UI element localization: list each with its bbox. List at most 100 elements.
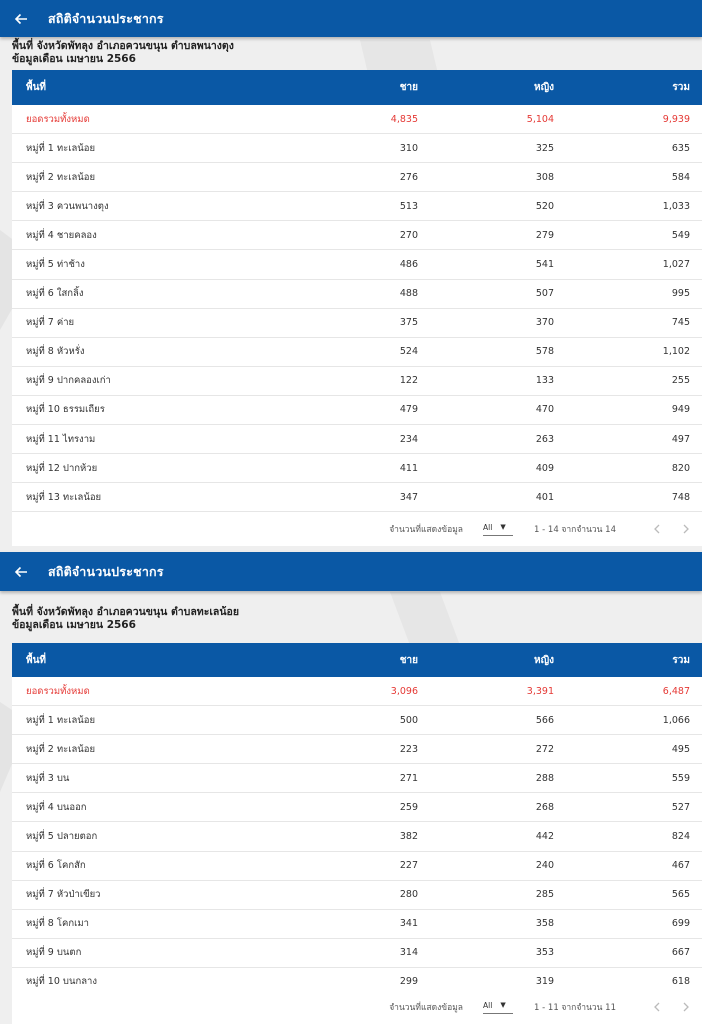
- cell-area: หมู่ที่ 3 บน: [26, 772, 70, 784]
- header-total[interactable]: รวม: [672, 82, 690, 93]
- cell-female: 272: [535, 743, 554, 755]
- chevron-left-icon[interactable]: [649, 999, 665, 1015]
- cell-total: 559: [671, 772, 690, 784]
- table-row: หมู่ที่ 8 โคกเมา 341 358 699: [12, 910, 702, 939]
- cell-female: 240: [535, 860, 554, 872]
- chevron-left-icon[interactable]: [649, 521, 665, 537]
- cell-total: 635: [671, 142, 690, 154]
- chevron-right-icon[interactable]: [678, 999, 694, 1015]
- cell-male: 122: [399, 375, 418, 387]
- area-line: พื้นที่ จังหวัดพัทลุง อำเภอควนขนุน ตำบลพ…: [12, 40, 234, 52]
- table-header: พื้นที่ ชาย หญิง รวม: [12, 70, 702, 105]
- cell-male: 500: [399, 714, 418, 726]
- table-row: หมู่ที่ 3 บน 271 288 559: [12, 764, 702, 794]
- cell-area: หมู่ที่ 4 บนออก: [26, 801, 87, 813]
- cell-total: 824: [671, 831, 690, 843]
- table-row: หมู่ที่ 7 หัวป่าเขียว 280 285 565: [12, 881, 702, 910]
- cell-female: 288: [535, 772, 554, 784]
- cell-male: 486: [399, 259, 418, 271]
- cell-area: หมู่ที่ 6 ใสกลิ้ง: [26, 288, 84, 300]
- app-bar: สถิติจำนวนประชากร: [0, 0, 702, 37]
- cell-female: 268: [535, 801, 554, 813]
- cell-total: 1,027: [662, 259, 690, 271]
- cell-female: 285: [535, 889, 554, 901]
- cell-area: ยอดรวมทั้งหมด: [26, 685, 90, 697]
- cell-area: หมู่ที่ 10 บนกลาง: [26, 976, 97, 988]
- rows-per-page-value: All: [483, 522, 493, 532]
- cell-male: 280: [399, 889, 418, 901]
- table-row: หมู่ที่ 13 ทะเลน้อย 347 401 748: [12, 483, 702, 513]
- cell-total: 1,102: [662, 346, 690, 358]
- cell-area: หมู่ที่ 1 ทะเลน้อย: [26, 142, 96, 154]
- table-row: หมู่ที่ 3 ควนพนางตุง 513 520 1,033: [12, 192, 702, 222]
- table-row: หมู่ที่ 12 ปากห้วย 411 409 820: [12, 454, 702, 484]
- cell-area: หมู่ที่ 9 ปากคลองเก่า: [26, 375, 111, 387]
- header-total[interactable]: รวม: [672, 654, 690, 666]
- rows-per-page-select[interactable]: All ▼: [483, 522, 514, 536]
- cell-male: 488: [399, 288, 418, 300]
- cell-area: ยอดรวมทั้งหมด: [26, 113, 90, 125]
- cell-male: 513: [399, 200, 418, 212]
- table-row: หมู่ที่ 6 ใสกลิ้ง 488 507 995: [12, 280, 702, 309]
- header-male[interactable]: ชาย: [399, 654, 418, 666]
- area-info: พื้นที่ จังหวัดพัทลุง อำเภอควนขนุน ตำบลพ…: [0, 37, 702, 66]
- cell-area: หมู่ที่ 8 หัวหรั่ง: [26, 346, 85, 358]
- cell-total: 618: [671, 976, 690, 988]
- cell-area: หมู่ที่ 6 โคกสัก: [26, 860, 86, 872]
- cell-total: 748: [671, 491, 690, 503]
- table-row: หมู่ที่ 11 ไทรงาม 234 263 497: [12, 425, 702, 455]
- cell-female: 507: [535, 288, 554, 300]
- cell-total: 584: [671, 171, 690, 183]
- cell-male: 227: [399, 860, 418, 872]
- table-row: หมู่ที่ 7 ค่าย 375 370 745: [12, 309, 702, 338]
- cell-male: 341: [399, 918, 418, 930]
- cell-total: 6,487: [662, 685, 690, 697]
- table-row: หมู่ที่ 10 ธรรมเถียร 479 470 949: [12, 396, 702, 426]
- table-row: หมู่ที่ 1 ทะเลน้อย 500 566 1,066: [12, 706, 702, 736]
- chevron-right-icon[interactable]: [678, 521, 694, 537]
- header-male[interactable]: ชาย: [399, 82, 418, 93]
- cell-area: หมู่ที่ 9 บนตก: [26, 947, 82, 959]
- table-row: หมู่ที่ 9 บนตก 314 353 667: [12, 939, 702, 968]
- cell-female: 319: [535, 976, 554, 988]
- table-body: ยอดรวมทั้งหมด 4,835 5,104 9,939 หมู่ที่ 1 ทะ…: [12, 105, 702, 513]
- cell-female: 279: [535, 229, 554, 241]
- cell-total: 255: [671, 375, 690, 387]
- rows-per-page-label: จำนวนที่แสดงข้อมูล: [389, 525, 464, 535]
- arrow-left-icon[interactable]: [14, 563, 32, 581]
- cell-male: 479: [399, 404, 418, 416]
- population-table: พื้นที่ ชาย หญิง รวม ยอดรวมทั้งหมด 3,096 3…: [12, 643, 702, 1024]
- cell-female: 401: [535, 491, 554, 503]
- population-panel-1: สถิติจำนวนประชากร พื้นที่ จังหวัดพัทลุง …: [0, 0, 702, 546]
- header-female[interactable]: หญิง: [534, 654, 554, 666]
- cell-total: 949: [671, 404, 690, 416]
- cell-male: 314: [399, 947, 418, 959]
- header-area[interactable]: พื้นที่: [26, 654, 47, 666]
- rows-per-page-select[interactable]: All ▼: [483, 1001, 514, 1014]
- header-area[interactable]: พื้นที่: [26, 82, 47, 93]
- table-row: หมู่ที่ 9 ปากคลองเก่า 122 133 255: [12, 367, 702, 396]
- cell-total: 1,033: [662, 200, 690, 212]
- population-table: พื้นที่ ชาย หญิง รวม ยอดรวมทั้งหมด 4,835 5…: [12, 70, 702, 546]
- cell-area: หมู่ที่ 11 ไทรงาม: [26, 433, 96, 445]
- table-body: ยอดรวมทั้งหมด 3,096 3,391 6,487 หมู่ที่ 1 ทะ…: [12, 677, 702, 998]
- header-female[interactable]: หญิง: [534, 82, 554, 93]
- cell-male: 411: [399, 462, 418, 474]
- population-panel-2: สถิติจำนวนประชากร พื้นที่ จังหวัดพัทลุง …: [0, 552, 702, 1024]
- cell-female: 470: [535, 404, 554, 416]
- period-line: ข้อมูลเดือน เมษายน 2566: [12, 619, 136, 631]
- cell-female: 541: [535, 259, 554, 271]
- cell-male: 259: [399, 801, 418, 813]
- cell-area: หมู่ที่ 13 ทะเลน้อย: [26, 491, 102, 503]
- cell-male: 234: [399, 433, 418, 445]
- table-row: หมู่ที่ 2 ทะเลน้อย 223 272 495: [12, 735, 702, 765]
- period-line: ข้อมูลเดือน เมษายน 2566: [12, 53, 136, 65]
- arrow-left-icon[interactable]: [14, 10, 32, 28]
- table-row: หมู่ที่ 6 โคกสัก 227 240 467: [12, 852, 702, 881]
- cell-female: 308: [535, 171, 554, 183]
- cell-female: 325: [535, 142, 554, 154]
- cell-area: หมู่ที่ 3 ควนพนางตุง: [26, 200, 109, 212]
- cell-area: หมู่ที่ 10 ธรรมเถียร: [26, 404, 105, 416]
- area-info: พื้นที่ จังหวัดพัทลุง อำเภอควนขนุน ตำบลท…: [0, 591, 702, 632]
- app-bar: สถิติจำนวนประชากร: [0, 552, 702, 591]
